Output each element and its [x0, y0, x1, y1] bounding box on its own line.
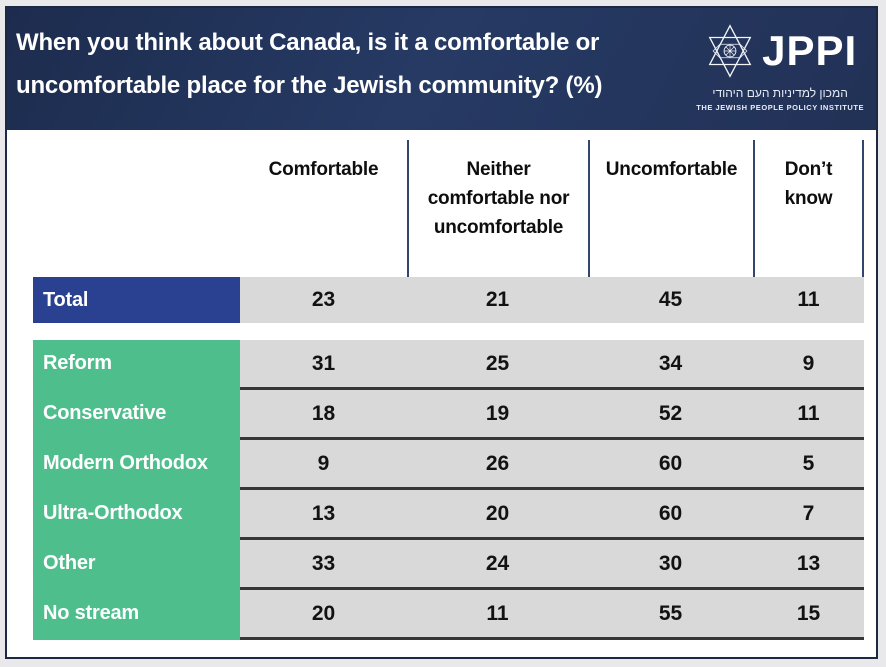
value-cell: 33: [240, 540, 407, 590]
table-row-total: Total 23 21 45 11: [33, 277, 864, 323]
row-label: No stream: [33, 590, 240, 640]
row-label: Modern Orthodox: [33, 440, 240, 490]
jppi-logo-top: JPPI: [696, 22, 864, 80]
value-cell: 30: [588, 540, 753, 590]
value-cell: 11: [753, 277, 864, 323]
jppi-english-name: THE JEWISH PEOPLE POLICY INSTITUTE: [696, 103, 864, 112]
value-cell: 20: [240, 590, 407, 640]
value-cell: 45: [588, 277, 753, 323]
page-title-line1: When you think about Canada, is it a com…: [16, 29, 600, 56]
value-cell: 55: [588, 590, 753, 640]
corner-cell: [33, 140, 240, 277]
star-of-david-icon: [708, 24, 752, 78]
column-header-comfortable: Comfortable: [268, 159, 379, 180]
page-title: When you think about Canada, is it a com…: [7, 8, 602, 107]
value-cell: 26: [407, 440, 588, 490]
table-row: Conservative 18 19 52 11: [33, 390, 864, 440]
content-card: When you think about Canada, is it a com…: [5, 6, 878, 659]
row-label: Other: [33, 540, 240, 590]
row-label: Reform: [33, 340, 240, 390]
value-cell: 9: [240, 440, 407, 490]
column-header-dont-know: Don’t know: [753, 140, 864, 277]
value-cell: 7: [753, 490, 864, 540]
table-row: Ultra-Orthodox 13 20 60 7: [33, 490, 864, 540]
row-label: Total: [33, 277, 240, 323]
value-cell: 34: [588, 340, 753, 390]
table-row: Reform 31 25 34 9: [33, 340, 864, 390]
value-cell: 11: [753, 390, 864, 440]
value-cell: 31: [240, 340, 407, 390]
value-cell: 19: [407, 390, 588, 440]
column-header-neither: Neither comfortable nor uncomfortable: [407, 140, 588, 277]
value-cell: 23: [240, 277, 407, 323]
column-header-row: Comfortable Neither comfortable nor unco…: [33, 140, 864, 277]
column-header-uncomfortable: Uncomfortable: [588, 140, 753, 277]
jppi-logo: JPPI המכון למדיניות העם היהודי THE JEWIS…: [696, 22, 864, 112]
header-banner: When you think about Canada, is it a com…: [7, 8, 876, 130]
value-cell: 13: [240, 490, 407, 540]
value-cell: 21: [407, 277, 588, 323]
value-cell: 5: [753, 440, 864, 490]
results-table: Comfortable Neither comfortable nor unco…: [33, 140, 864, 640]
value-cell: 11: [407, 590, 588, 640]
table-row: No stream 20 11 55 15: [33, 590, 864, 640]
row-label: Conservative: [33, 390, 240, 440]
value-cell: 20: [407, 490, 588, 540]
value-cell: 25: [407, 340, 588, 390]
value-cell: 18: [240, 390, 407, 440]
table-row: Other 33 24 30 13: [33, 540, 864, 590]
value-cell: 24: [407, 540, 588, 590]
value-cell: 60: [588, 490, 753, 540]
jppi-hebrew-name: המכון למדיניות העם היהודי: [712, 86, 848, 100]
table-rows: Total 23 21 45 11 Reform 31 25 34 9 Conservative 18…: [33, 277, 864, 640]
row-label: Ultra-Orthodox: [33, 490, 240, 540]
page-title-line2: uncomfortable place for the Jewish commu…: [16, 72, 603, 99]
value-cell: 15: [753, 590, 864, 640]
value-cell: 9: [753, 340, 864, 390]
value-cell: 13: [753, 540, 864, 590]
table-row: Modern Orthodox 9 26 60 5: [33, 440, 864, 490]
value-cell: 52: [588, 390, 753, 440]
jppi-acronym: JPPI: [762, 27, 858, 74]
value-cell: 60: [588, 440, 753, 490]
